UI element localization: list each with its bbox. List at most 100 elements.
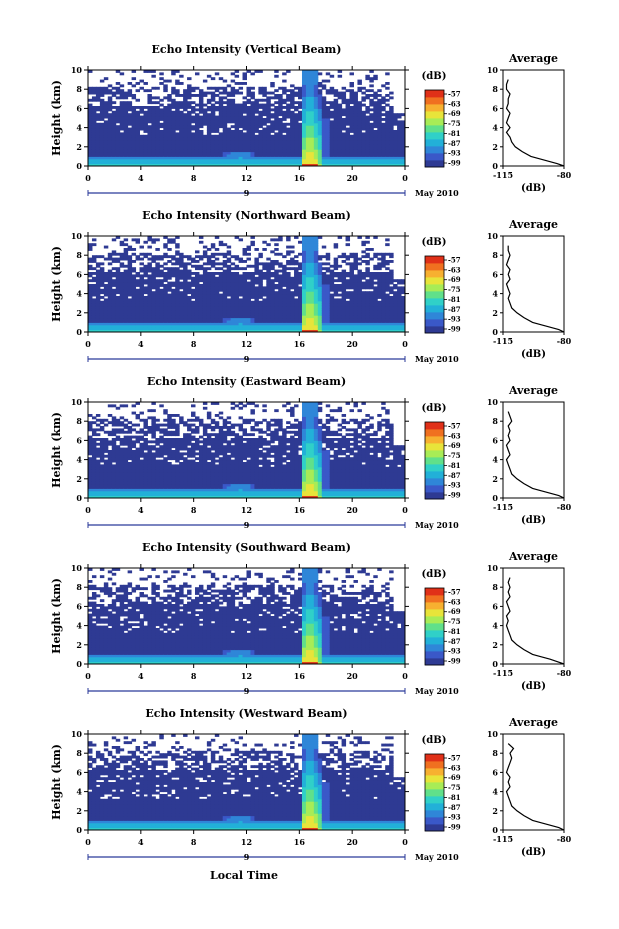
heatmap-cell (246, 106, 251, 109)
heatmap-cell (115, 298, 121, 302)
heatmap-cell (143, 134, 148, 138)
heatmap-cell (298, 272, 303, 275)
heatmap-cell (369, 79, 374, 83)
heatmap-cell (127, 142, 133, 145)
heatmap-cell (246, 272, 251, 275)
heatmap-cell (88, 125, 93, 129)
heatmap-cell (385, 293, 390, 297)
heatmap-cell (385, 238, 390, 242)
heatmap-cell (246, 127, 251, 131)
heatmap-cell (119, 139, 125, 143)
heatmap-cell (329, 154, 335, 157)
heatmap-cell (123, 298, 129, 302)
heatmap-cell (381, 154, 386, 157)
heatmap-cell (230, 163, 236, 167)
heatmap-cell (151, 317, 156, 321)
heatmap-cell (262, 98, 267, 102)
heatmap-cell (369, 103, 374, 107)
heatmap-cell (301, 139, 307, 143)
heatmap-cell (119, 240, 125, 244)
heatmap-cell (91, 146, 97, 150)
heatmap-cell (103, 308, 109, 311)
heatmap-cell (321, 151, 327, 155)
heatmap-cell (214, 106, 220, 109)
heatmap-cell (230, 120, 236, 124)
heatmap-cell (226, 120, 232, 124)
heatmap-cell (266, 163, 271, 167)
heatmap-cell (317, 125, 323, 129)
heatmap-cell (369, 139, 374, 143)
heatmap-cell (163, 156, 168, 160)
heatmap-cell (139, 267, 144, 271)
heatmap-cell (91, 298, 97, 302)
heatmap-cell (111, 127, 117, 131)
heatmap-cell (135, 327, 141, 331)
heatmap-cell (147, 267, 152, 271)
heatmap-cell (254, 139, 259, 143)
heatmap-cell (377, 113, 382, 117)
heatmap-cell (246, 149, 251, 153)
heatmap-cell (191, 156, 196, 160)
heatmap-cell (262, 262, 267, 266)
heatmap-cell (349, 96, 354, 100)
heatmap-cell (91, 154, 97, 157)
heatmap-cell (103, 284, 109, 287)
heatmap-cell (242, 127, 247, 131)
heatmap-cell (401, 142, 406, 145)
profile-y-tick-label: 0 (492, 161, 498, 171)
heatmap-cell (353, 101, 358, 105)
heatmap-cell (226, 163, 232, 167)
heatmap-cell (274, 89, 279, 93)
heatmap-cell (230, 149, 236, 153)
heatmap-cell (139, 122, 144, 126)
heatmap-cell (167, 122, 172, 126)
heatmap-cell (305, 120, 311, 124)
heatmap-cell (337, 125, 343, 129)
heatmap-cell (333, 144, 339, 148)
heatmap-cell (226, 158, 232, 162)
heatmap-cell (258, 142, 263, 145)
heatmap-cell (151, 240, 156, 244)
heatmap-cell (179, 151, 184, 155)
heatmap-cell (238, 132, 244, 136)
heatmap-cell (298, 161, 303, 165)
heatmap-cell (127, 264, 133, 268)
heatmap-cell (397, 113, 402, 117)
heatmap-cell (349, 137, 354, 141)
heatmap-cell (325, 151, 331, 155)
heatmap-cell (95, 146, 101, 150)
heatmap-cell (198, 149, 204, 153)
heatmap-cell (198, 106, 204, 109)
heatmap-cell (123, 257, 129, 261)
heatmap-cell (286, 98, 291, 102)
heatmap-cell (369, 132, 374, 136)
heatmap-cell (91, 303, 97, 307)
heatmap-cell (238, 137, 244, 141)
heatmap-cell (301, 156, 307, 160)
heatmap-cell (135, 122, 141, 126)
heatmap-cell (325, 120, 331, 124)
heatmap-cell (329, 149, 335, 153)
heatmap-cell (373, 125, 378, 129)
heatmap-cell (389, 149, 394, 153)
heatmap-cell (298, 122, 303, 126)
heatmap-cell (258, 134, 263, 138)
heatmap-cell (183, 137, 188, 141)
heatmap-cell (127, 272, 133, 275)
heatmap-cell (349, 252, 354, 256)
heatmap-cell (369, 146, 374, 150)
heatmap-cell (167, 149, 172, 153)
heatmap-cell (131, 303, 137, 307)
heatmap-cell (194, 86, 200, 90)
heatmap-cell (151, 267, 156, 271)
heatmap-cell (325, 161, 331, 165)
heatmap-cell (135, 154, 141, 157)
heatmap-cell (91, 158, 97, 162)
heatmap-cell (381, 108, 386, 112)
heatmap-cell (194, 250, 200, 254)
heatmap-cell (127, 137, 133, 141)
heatmap-cell (194, 139, 200, 143)
heatmap-cell (222, 146, 228, 150)
heatmap-cell (329, 130, 335, 133)
heatmap-cell (107, 310, 113, 314)
